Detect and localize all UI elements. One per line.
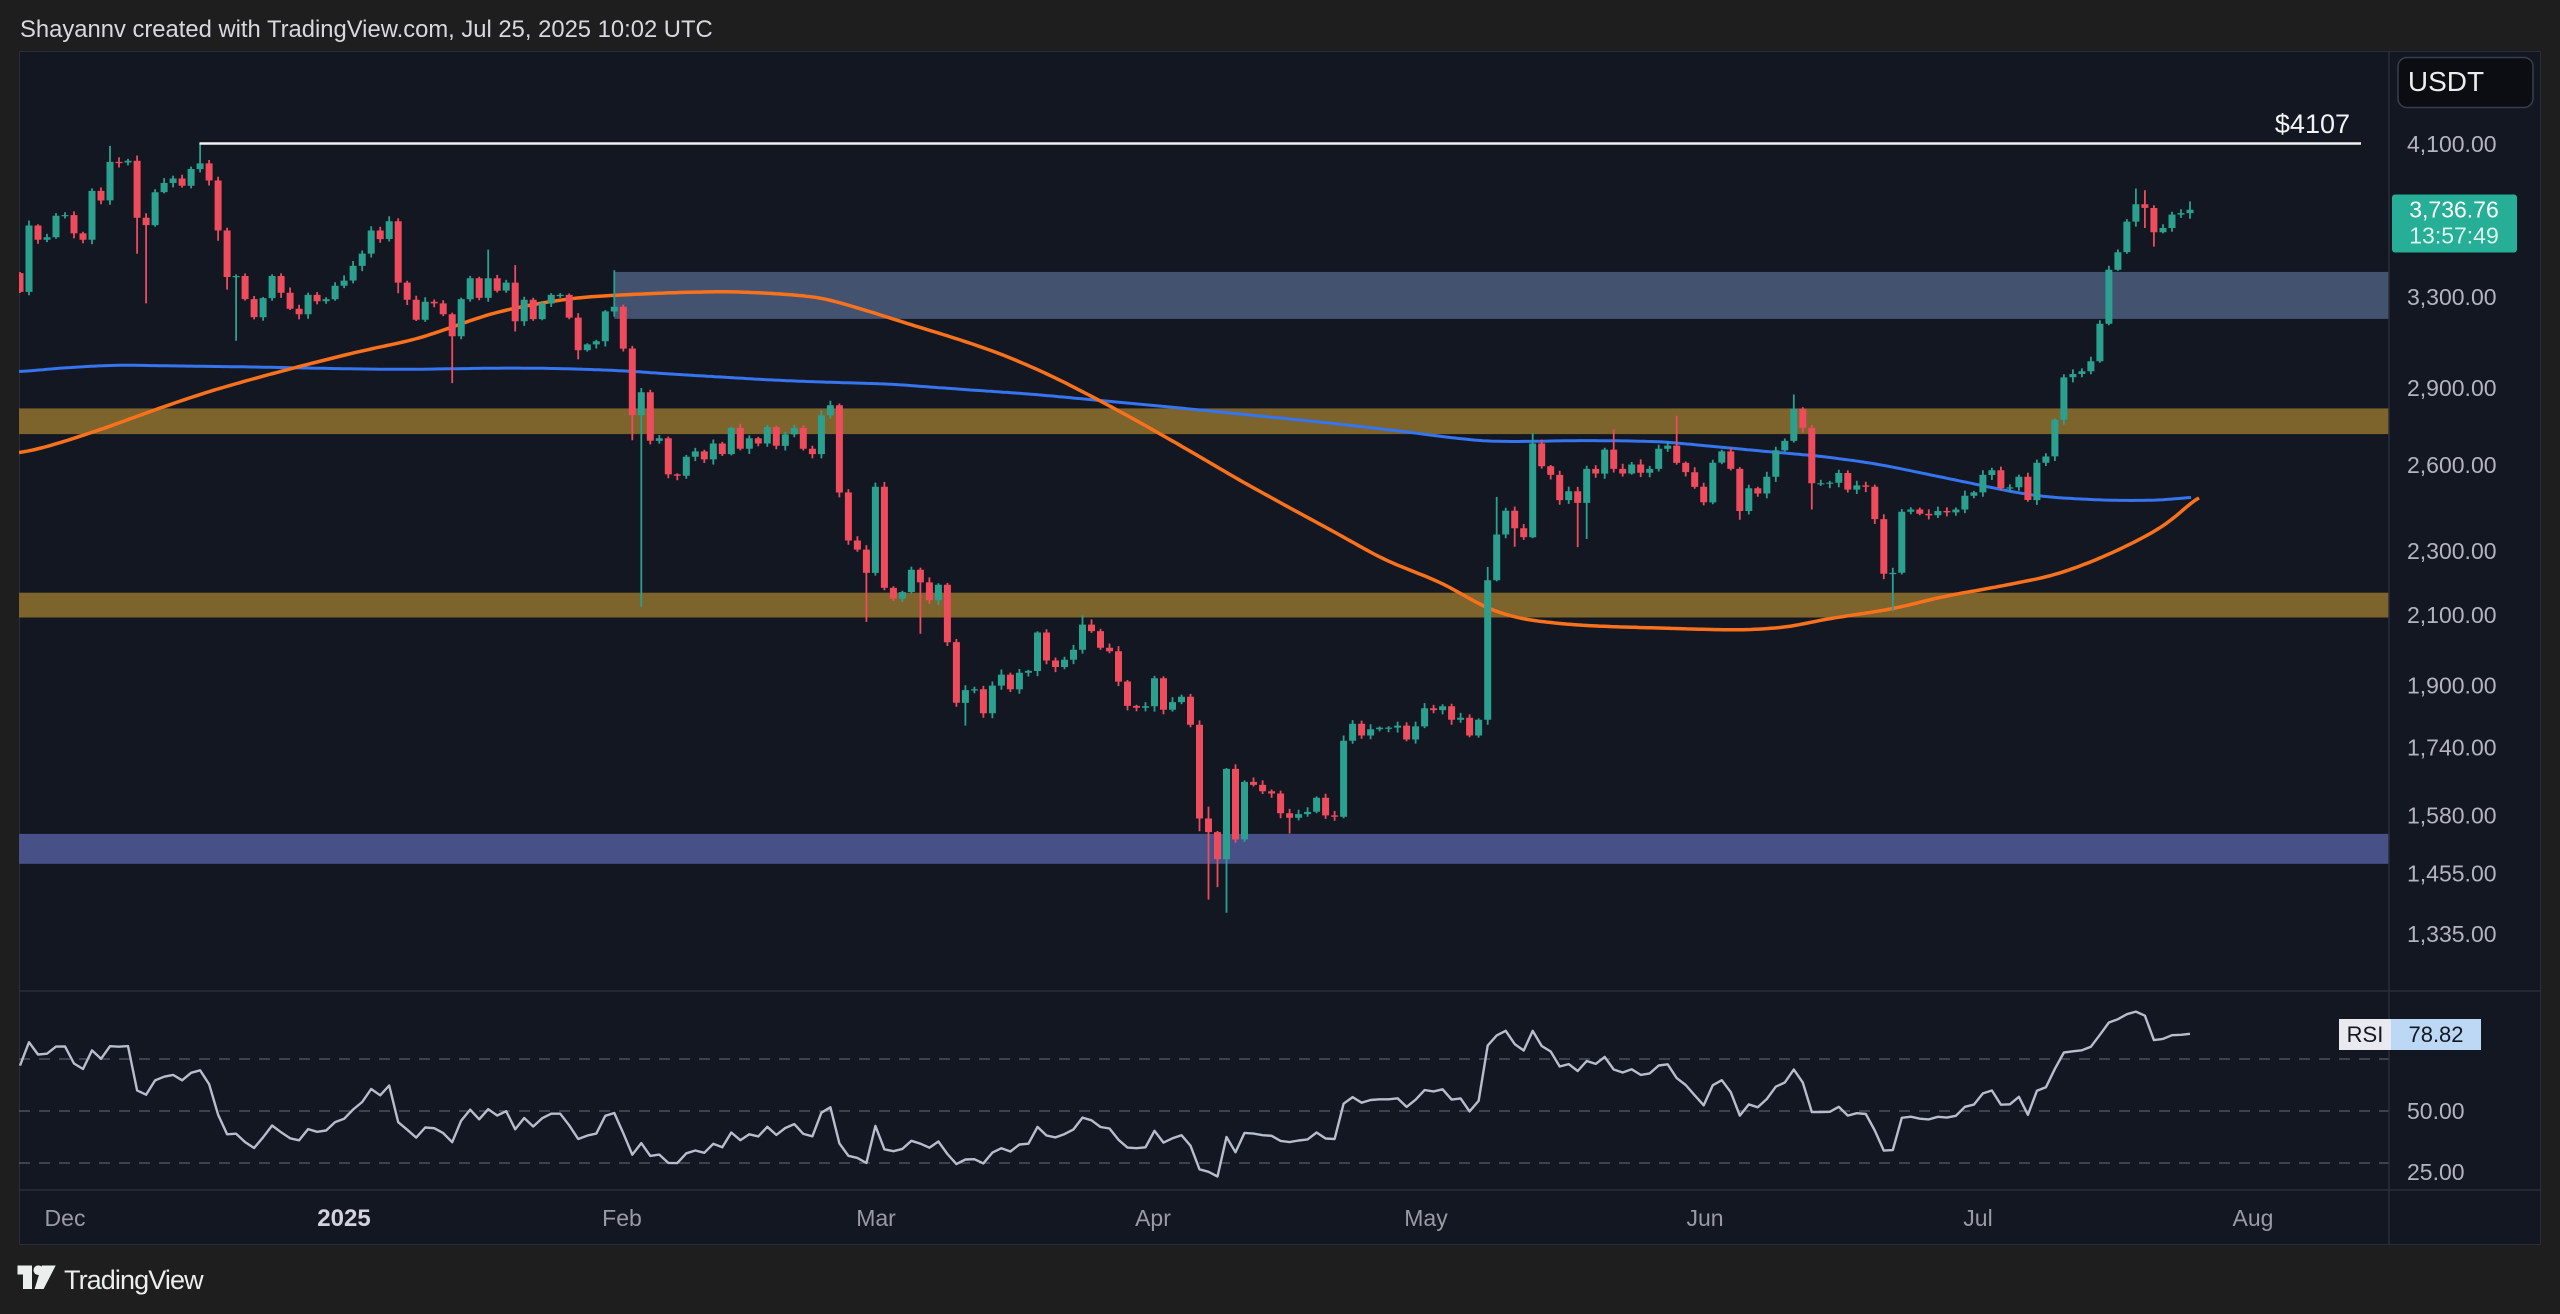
svg-text:1,740.00: 1,740.00 <box>2407 735 2497 761</box>
svg-text:50.00: 50.00 <box>2407 1098 2465 1124</box>
svg-text:2,100.00: 2,100.00 <box>2407 602 2497 628</box>
svg-text:Aug: Aug <box>2233 1205 2274 1231</box>
svg-text:4,100.00: 4,100.00 <box>2407 131 2497 157</box>
svg-text:USDT: USDT <box>2408 66 2484 97</box>
svg-text:1,335.00: 1,335.00 <box>2407 921 2497 947</box>
svg-text:Jul: Jul <box>1963 1205 1992 1231</box>
svg-text:Feb: Feb <box>602 1205 642 1231</box>
svg-text:78.82: 78.82 <box>2408 1022 2463 1047</box>
svg-text:Mar: Mar <box>856 1205 896 1231</box>
svg-text:2,900.00: 2,900.00 <box>2407 375 2497 401</box>
svg-text:Shayannv created with TradingV: Shayannv created with TradingView.com, J… <box>20 16 713 43</box>
svg-text:2,600.00: 2,600.00 <box>2407 452 2497 478</box>
svg-text:3,736.76: 3,736.76 <box>2409 197 2499 223</box>
svg-text:Jun: Jun <box>1686 1205 1723 1231</box>
svg-text:2,300.00: 2,300.00 <box>2407 538 2497 564</box>
svg-text:RSI: RSI <box>2347 1022 2384 1047</box>
svg-text:25.00: 25.00 <box>2407 1159 2465 1185</box>
svg-text:1,455.00: 1,455.00 <box>2407 860 2497 886</box>
svg-text:Apr: Apr <box>1135 1205 1171 1231</box>
svg-text:1,580.00: 1,580.00 <box>2407 802 2497 828</box>
svg-text:May: May <box>1404 1205 1448 1231</box>
svg-text:1,900.00: 1,900.00 <box>2407 673 2497 699</box>
svg-text:2025: 2025 <box>317 1205 370 1232</box>
svg-text:Dec: Dec <box>45 1205 86 1231</box>
svg-text:13:57:49: 13:57:49 <box>2409 223 2499 249</box>
svg-text:TradingView: TradingView <box>64 1265 204 1295</box>
svg-text:3,300.00: 3,300.00 <box>2407 284 2497 310</box>
svg-text:$4107: $4107 <box>2275 109 2350 139</box>
